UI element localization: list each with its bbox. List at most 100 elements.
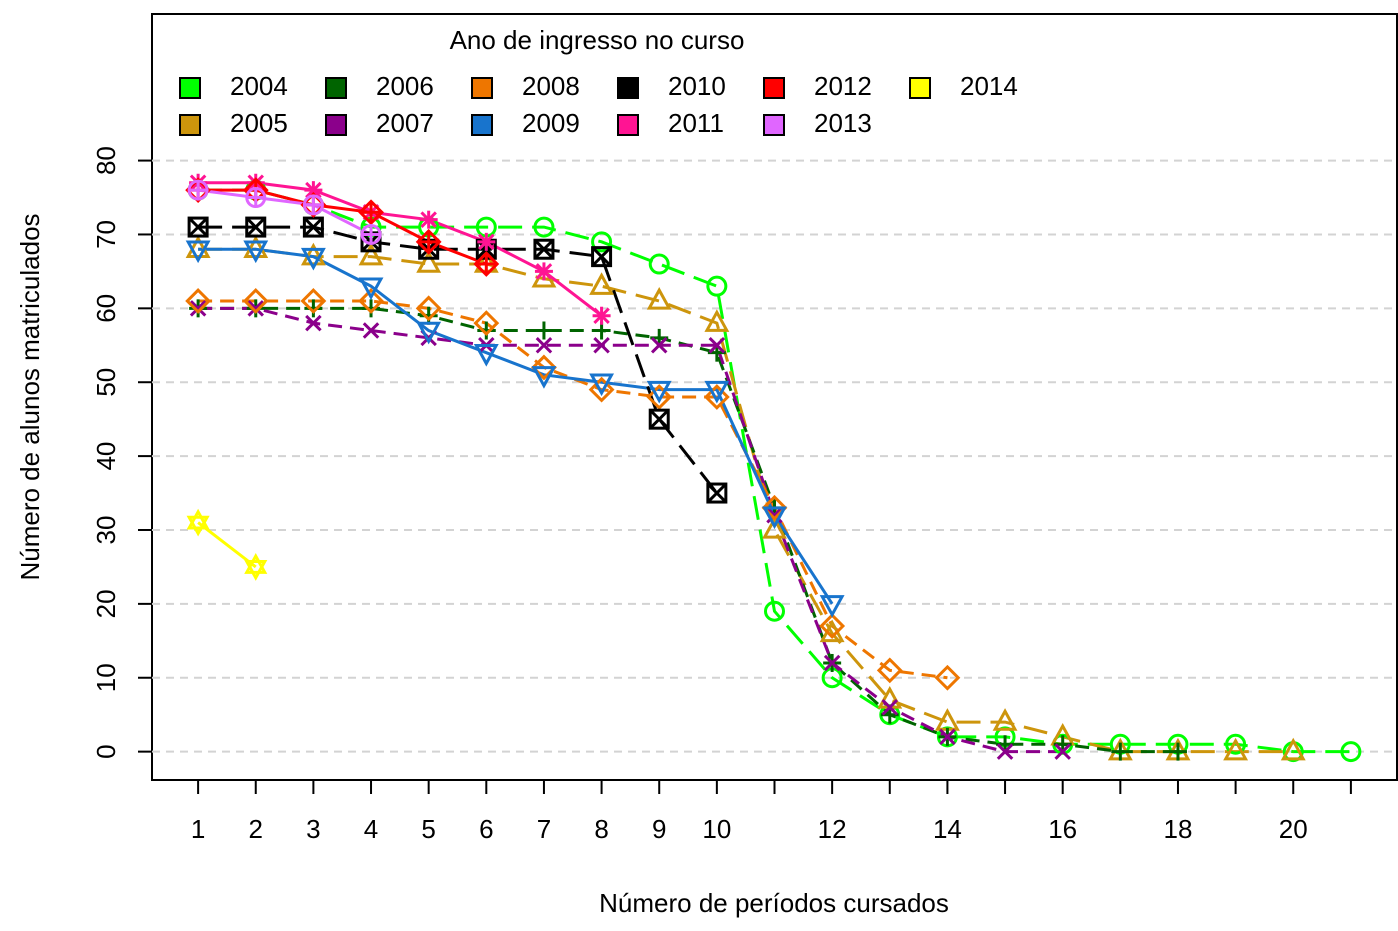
x-tick-label: 8 — [594, 814, 608, 844]
x-axis-label: Número de períodos cursados — [599, 888, 949, 918]
marker-shape — [934, 664, 961, 691]
marker-shape — [1340, 741, 1362, 763]
marker-stroke — [650, 337, 668, 354]
marker-shape — [531, 366, 557, 389]
y-tick-label: 20 — [91, 589, 121, 618]
marker-shape — [703, 384, 730, 410]
marker — [247, 300, 265, 317]
marker-shape — [531, 354, 557, 381]
marker — [304, 299, 323, 318]
y-tick-label: 70 — [91, 220, 121, 249]
marker-shape — [185, 235, 211, 258]
marker — [1054, 743, 1071, 760]
marker-stroke — [535, 263, 553, 280]
marker — [708, 337, 726, 354]
marker-shape — [591, 246, 613, 268]
marker — [245, 216, 267, 238]
marker-stroke — [305, 181, 322, 199]
legend-label: 2009 — [522, 108, 580, 138]
marker-stroke — [591, 246, 612, 267]
marker — [648, 253, 670, 275]
series-line — [198, 299, 948, 680]
marker-shape — [473, 310, 500, 337]
x-tick-label: 2 — [249, 814, 263, 844]
marker-shape — [588, 376, 615, 403]
marker — [300, 288, 327, 314]
marker-shape — [186, 515, 210, 537]
marker-shape — [706, 275, 728, 297]
marker — [187, 179, 209, 201]
marker-shape — [762, 506, 787, 530]
marker — [186, 508, 210, 537]
marker — [761, 494, 788, 521]
marker-stroke — [245, 217, 266, 238]
marker — [473, 343, 499, 367]
marker-stroke — [881, 699, 899, 716]
marker-shape — [648, 408, 670, 430]
marker-shape — [533, 238, 555, 260]
marker — [589, 373, 615, 397]
y-tick-label: 60 — [91, 294, 121, 323]
legend-swatch — [617, 77, 639, 99]
marker-shape — [589, 272, 615, 295]
y-tick-label: 40 — [91, 442, 121, 471]
marker-shape — [244, 553, 268, 574]
marker — [588, 376, 615, 403]
marker-shape — [358, 277, 384, 301]
x-tick-label: 12 — [818, 814, 847, 844]
marker — [648, 408, 670, 430]
marker — [823, 654, 841, 672]
marker — [358, 242, 384, 266]
marker-shape — [243, 235, 269, 258]
marker-shape — [761, 494, 788, 521]
marker — [362, 322, 380, 339]
y-tick-label: 10 — [91, 663, 121, 692]
marker — [477, 321, 496, 340]
marker — [1340, 741, 1362, 763]
marker — [189, 300, 207, 317]
marker-stroke — [823, 654, 841, 672]
legend-swatch — [471, 114, 493, 136]
y-axis-label: Número de alunos matriculados — [15, 213, 45, 580]
marker — [360, 223, 382, 245]
marker — [185, 288, 212, 314]
marker-stroke — [247, 300, 265, 317]
marker-shape — [302, 216, 324, 238]
marker — [646, 380, 672, 404]
marker-shape — [648, 253, 670, 275]
x-tick-label: 1 — [191, 814, 205, 844]
marker — [187, 216, 209, 238]
marker-shape — [185, 240, 211, 264]
marker-stroke — [303, 217, 324, 238]
marker — [533, 216, 555, 238]
marker — [185, 235, 211, 258]
marker — [646, 287, 672, 310]
marker-shape — [300, 288, 327, 314]
marker-shape — [186, 508, 210, 530]
marker-shape — [646, 384, 673, 410]
marker — [1223, 737, 1249, 761]
marker — [764, 600, 785, 622]
legend-swatch — [763, 114, 785, 136]
marker-shape — [646, 287, 672, 310]
marker — [535, 337, 553, 354]
marker-shape — [415, 295, 442, 322]
legend-swatch — [471, 77, 493, 99]
marker — [185, 240, 211, 264]
marker — [1225, 733, 1247, 755]
marker-shape — [358, 288, 384, 314]
marker — [703, 384, 730, 410]
marker-shape — [589, 373, 615, 397]
marker-stroke — [478, 233, 495, 251]
marker — [592, 306, 611, 325]
x-tick-label: 4 — [364, 814, 378, 844]
marker-shape — [533, 216, 555, 238]
legend-label: 2007 — [376, 108, 434, 138]
x-tick-label: 18 — [1164, 814, 1193, 844]
marker-shape — [416, 250, 442, 273]
series-line — [198, 247, 1294, 754]
x-tick-label: 10 — [702, 814, 731, 844]
marker — [416, 250, 442, 273]
marker-shape — [591, 231, 613, 253]
marker — [934, 664, 961, 691]
